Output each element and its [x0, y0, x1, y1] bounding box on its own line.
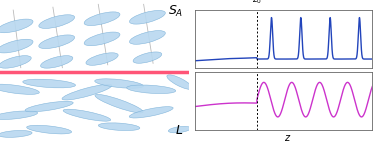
Ellipse shape: [129, 107, 173, 118]
Ellipse shape: [63, 109, 111, 121]
Text: $S_A$: $S_A$: [168, 4, 183, 19]
Ellipse shape: [127, 85, 176, 94]
Ellipse shape: [95, 79, 143, 88]
Ellipse shape: [39, 15, 74, 28]
Ellipse shape: [0, 111, 37, 120]
Ellipse shape: [167, 75, 192, 89]
Text: $z_0$: $z_0$: [252, 0, 262, 6]
Ellipse shape: [39, 35, 74, 49]
Ellipse shape: [0, 56, 31, 68]
Ellipse shape: [40, 56, 73, 68]
Ellipse shape: [130, 11, 165, 24]
Text: $z/z_2$: $z/z_2$: [249, 142, 265, 144]
Ellipse shape: [95, 94, 143, 113]
Ellipse shape: [0, 19, 33, 33]
Ellipse shape: [62, 84, 112, 100]
Ellipse shape: [130, 31, 165, 44]
Ellipse shape: [86, 53, 118, 65]
Ellipse shape: [25, 101, 73, 112]
Ellipse shape: [84, 12, 120, 25]
Ellipse shape: [133, 52, 162, 63]
Ellipse shape: [23, 79, 76, 88]
Text: $L$: $L$: [175, 124, 183, 137]
Ellipse shape: [0, 130, 32, 137]
Ellipse shape: [27, 125, 71, 134]
Text: $z$: $z$: [284, 133, 291, 143]
Ellipse shape: [0, 84, 39, 94]
Ellipse shape: [0, 39, 33, 53]
Ellipse shape: [168, 126, 191, 133]
Ellipse shape: [98, 123, 140, 131]
Ellipse shape: [84, 32, 120, 46]
